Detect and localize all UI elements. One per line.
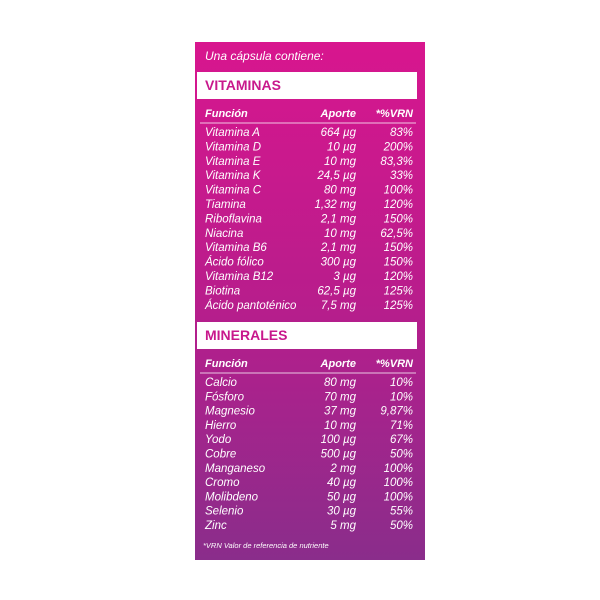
cell: 1,32 mg [314, 199, 356, 211]
cell: 120% [384, 199, 413, 211]
cell: 10% [390, 377, 413, 389]
cell: 24,5 µg [316, 170, 356, 182]
cell: 100 µg [321, 434, 357, 446]
cell: 150% [384, 257, 413, 269]
cell: Vitamina B6 [205, 242, 267, 254]
cell: 10 µg [327, 141, 357, 153]
cell: 2,1 mg [320, 213, 357, 225]
cell: Vitamina C [205, 185, 262, 197]
cell: 200% [383, 141, 413, 153]
cell: 100% [384, 463, 413, 475]
cell: Niacina [205, 228, 243, 240]
cell: 62,5% [380, 228, 413, 240]
cell: Zinc [204, 520, 227, 532]
cell: Cobre [205, 449, 236, 461]
cell: Vitamina K [205, 170, 262, 182]
cell: Molibdeno [205, 491, 259, 503]
cell: Yodo [205, 434, 232, 446]
cell: 50% [390, 520, 413, 532]
cell: 33% [390, 170, 413, 182]
cell: 83,3% [380, 156, 413, 168]
cell: 70 mg [324, 391, 357, 403]
cell: 100% [384, 185, 413, 197]
cell: 9,87% [380, 406, 413, 418]
cell: Calcio [205, 377, 238, 389]
cell: 7,5 mg [321, 300, 357, 312]
cell: 40 µg [327, 477, 357, 489]
cell: 50 µg [327, 491, 357, 503]
column-header: Aporte [320, 108, 356, 120]
cell: 50% [390, 449, 413, 461]
cell: Ácido pantoténico [204, 299, 297, 312]
cell: 3 µg [333, 271, 356, 283]
cell: 10 mg [324, 156, 357, 168]
cell: 100% [384, 491, 413, 503]
cell: Vitamina E [205, 156, 261, 168]
cell: Cromo [205, 477, 240, 489]
cell: Vitamina A [205, 127, 260, 139]
cell: 10 mg [324, 420, 357, 432]
cell: Fósforo [205, 391, 245, 403]
cell: 300 µg [321, 257, 357, 269]
cell: 5 mg [330, 520, 356, 532]
cell: Riboflavina [205, 213, 262, 225]
cell: 100% [384, 477, 413, 489]
cell: 10% [390, 391, 413, 403]
panel [195, 42, 425, 560]
cell: 125% [384, 285, 413, 297]
cell: 10 mg [324, 228, 357, 240]
section-box [197, 72, 417, 99]
column-header: Función [205, 358, 248, 370]
intro: Una cápsula contiene: [205, 49, 324, 63]
section-title: MINERALES [205, 327, 287, 343]
cell: 67% [390, 434, 413, 446]
cell: 500 µg [321, 449, 357, 461]
cell: 62,5 µg [317, 285, 356, 297]
cell: 2,1 mg [320, 242, 357, 254]
cell: Magnesio [205, 406, 255, 418]
cell: 664 µg [321, 127, 357, 139]
cell: 37 mg [324, 406, 357, 418]
cell: 30 µg [327, 506, 357, 518]
cell: 120% [384, 271, 413, 283]
cell: 150% [384, 213, 413, 225]
column-header: Función [205, 108, 248, 120]
section-box [197, 322, 417, 349]
cell: 150% [384, 242, 413, 254]
cell: Biotina [205, 285, 240, 297]
cell: 125% [384, 300, 413, 312]
cell: Hierro [205, 420, 237, 432]
cell: Vitamina D [205, 141, 261, 153]
cell: 55% [390, 506, 413, 518]
column-header: Aporte [320, 358, 356, 370]
cell: Ácido fólico [204, 256, 264, 269]
cell: 80 mg [324, 377, 357, 389]
cell: Tiamina [205, 199, 246, 211]
cell: Manganeso [205, 463, 266, 475]
cell: Vitamina B12 [205, 271, 274, 283]
column-header: *%VRN [376, 358, 414, 370]
cell: 2 mg [329, 463, 356, 475]
cell: Selenio [205, 506, 244, 518]
footnote: *VRN Valor de referencia de nutriente [203, 541, 329, 550]
cell: 83% [390, 127, 413, 139]
column-header: *%VRN [376, 108, 414, 120]
cell: 71% [390, 420, 413, 432]
section-title: VITAMINAS [205, 77, 281, 93]
cell: 80 mg [324, 185, 357, 197]
